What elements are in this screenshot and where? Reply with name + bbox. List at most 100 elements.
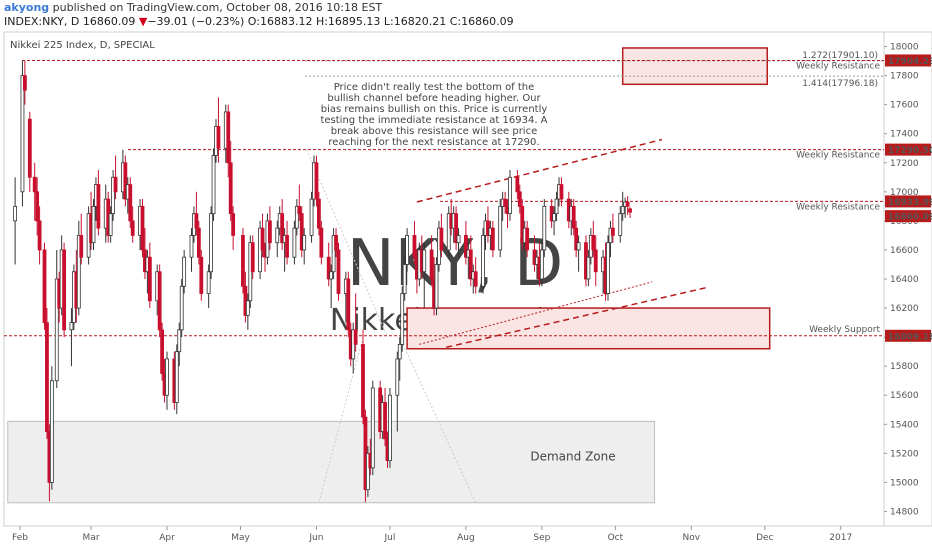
candle-body — [165, 358, 169, 396]
y-tick-label: 14800 — [890, 507, 919, 517]
candle-body — [123, 162, 128, 200]
candle-body — [69, 322, 74, 331]
level-note: Weekly Resistance — [796, 61, 880, 71]
candle-body — [96, 184, 101, 229]
candle-body — [606, 242, 610, 294]
y-tick-label: 18000 — [890, 43, 919, 53]
candle-body — [292, 227, 297, 258]
annotation-line: testing the immediate resistance at 1693… — [320, 115, 547, 126]
candle-body — [326, 256, 331, 280]
candle-body — [157, 271, 162, 331]
level-note: Weekly Resistance — [796, 202, 880, 212]
target-zone — [621, 47, 769, 86]
x-tick-label: Oct — [608, 533, 624, 543]
candle-body — [490, 227, 495, 251]
current-price: 16860.09 — [82, 15, 136, 28]
candle-body — [62, 249, 66, 331]
x-tick-label: Jun — [308, 533, 323, 543]
x-tick-label: Aug — [457, 533, 475, 543]
candle-body — [397, 343, 402, 360]
candle-body — [179, 285, 184, 331]
candle-body — [388, 394, 392, 462]
candle-body — [503, 198, 508, 207]
publish-info: akyong published on TradingView.com, Oct… — [4, 1, 382, 14]
x-tick-label: Feb — [12, 533, 28, 543]
candle-body — [454, 213, 459, 244]
candle-body — [20, 75, 25, 193]
candle-body — [113, 176, 118, 193]
chart-title: Nikkei 225 Index, D, SPECIAL — [10, 40, 155, 51]
candle-body — [586, 256, 591, 280]
candle-body — [79, 235, 84, 258]
candle-body — [498, 205, 503, 251]
candle-body — [402, 264, 407, 294]
x-tick-label: 2017 — [829, 533, 852, 543]
candle-body — [140, 205, 145, 251]
candle-body — [199, 256, 204, 294]
y-tick-label: 15000 — [890, 478, 919, 488]
candle-body — [346, 278, 351, 331]
candle-body — [22, 75, 27, 91]
candle-body — [160, 329, 165, 374]
price-tag-label: 16933.99 — [888, 198, 932, 208]
candle-body — [211, 155, 216, 215]
candle-body — [130, 220, 135, 236]
candle-body — [37, 220, 42, 251]
candle-body — [76, 235, 81, 309]
candle-body — [336, 249, 341, 294]
demand-zone — [7, 420, 656, 504]
candle-body — [517, 191, 522, 207]
candle-body — [275, 227, 280, 244]
candle-body — [147, 256, 152, 302]
change-arrow-icon: ▼ — [138, 15, 148, 28]
x-tick-label: Apr — [159, 533, 175, 543]
price-change: −39.01 (−0.23%) — [147, 15, 245, 28]
candle-body — [182, 256, 187, 287]
symbol-info: INDEX:NKY, D 16860.09 ▼−39.01 (−0.23%) O… — [4, 15, 514, 28]
y-tick-label: 17800 — [890, 72, 919, 82]
candle-body — [439, 227, 444, 251]
level-note: Weekly Resistance — [796, 151, 880, 161]
candle-body — [383, 402, 387, 440]
candle-body — [446, 213, 451, 251]
candle-body — [412, 235, 417, 258]
candle-body — [456, 235, 461, 244]
candle-body — [316, 198, 321, 229]
channel-lower — [446, 286, 707, 349]
candle-body — [177, 329, 182, 353]
candle-body — [174, 351, 179, 403]
candle-body — [250, 242, 255, 273]
annotation-line: break above this resistance will see pri… — [331, 126, 538, 137]
published-text: published on TradingView.com, October 08… — [52, 1, 383, 14]
y-tick-label: 15800 — [890, 362, 919, 372]
candle-body — [245, 300, 250, 316]
candle-body — [468, 249, 473, 280]
candle-body — [591, 235, 596, 251]
channel-upper — [416, 138, 663, 203]
candle-body — [353, 329, 358, 345]
candle-body — [108, 213, 113, 236]
candle-body — [525, 227, 530, 251]
price-tag — [885, 143, 931, 156]
y-tick-label: 17200 — [890, 159, 919, 169]
candle-body — [35, 191, 40, 222]
candle-body — [361, 343, 365, 418]
candle-body — [319, 227, 324, 258]
candle-body — [422, 249, 427, 273]
ohlc-values: O:16883.12 H:16895.13 L:16820.21 C:16860… — [247, 15, 514, 28]
annotation-line: Price didn't really test the bottom of t… — [334, 82, 535, 93]
price-tag-label: 16009.18 — [888, 332, 932, 342]
candle-body — [625, 201, 630, 207]
annotation-line: reaching for the next resistance at 1729… — [328, 137, 539, 148]
candle-body — [196, 227, 201, 258]
candle-body — [559, 184, 564, 200]
price-tag — [885, 54, 931, 67]
candle-body — [481, 235, 485, 287]
x-tick-label: Dec — [756, 533, 773, 543]
author-name[interactable]: akyong — [4, 1, 50, 14]
candle-body — [309, 198, 314, 236]
candle-body — [32, 176, 37, 193]
y-tick-label: 17600 — [890, 101, 919, 111]
candle-body — [297, 205, 302, 215]
